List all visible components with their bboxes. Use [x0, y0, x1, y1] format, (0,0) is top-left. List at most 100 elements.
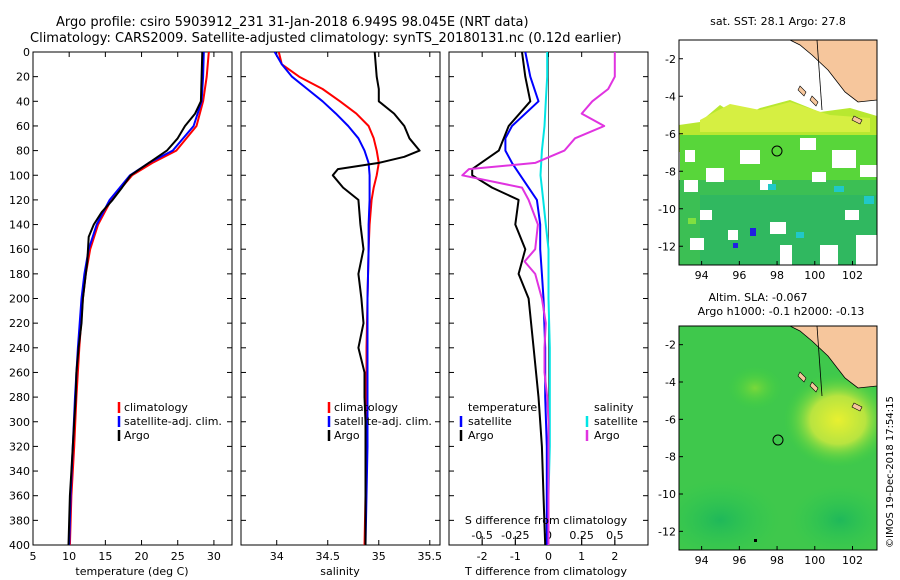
- x-tick-label: 25: [171, 550, 185, 563]
- series-line-satellite-adj-clim-: [273, 52, 371, 545]
- map-y-tick-label: -4: [665, 90, 676, 103]
- x-tick-label: 15: [98, 550, 112, 563]
- x-tick-label: 34: [270, 550, 284, 563]
- x-tick-label: 30: [207, 550, 221, 563]
- sla-map-ticks: 94 96 98 100 102 -2 -4 -6 -8 -10 -12: [658, 339, 863, 567]
- x-tick-label: -2: [477, 550, 488, 563]
- y-tick-label: 80: [16, 145, 30, 158]
- difference-xlabel-top: S difference from climatology: [465, 514, 628, 527]
- map-y-tick-label: -6: [665, 413, 676, 426]
- x-tick-label: 34.5: [315, 550, 340, 563]
- copyright-stamp: ©IMOS 19-Dec-2018 17:54:15: [885, 396, 896, 548]
- map-y-tick-label: -12: [658, 240, 676, 253]
- x-top-tick-label: -0.25: [501, 529, 529, 542]
- x-tick-label: 0: [545, 550, 552, 563]
- sst-map-ticks: 94 96 98 100 102 -2 -4 -6 -8 -10 -12: [658, 53, 863, 282]
- y-tick-label: 40: [16, 95, 30, 108]
- legend-label-t-argo: Argo: [468, 429, 494, 442]
- title-line-2: Climatology: CARS2009. Satellite-adjuste…: [30, 31, 622, 46]
- temperature-plot-frame: [32, 51, 233, 546]
- x-top-tick-label: -0.5: [471, 529, 492, 542]
- legend-title-salinity: salinity: [594, 401, 634, 414]
- title-line-1: Argo profile: csiro 5903912_231 31-Jan-2…: [56, 15, 529, 30]
- temperature-legend: climatology satellite-adj. clim. Argo: [117, 401, 222, 442]
- map-y-tick-label: -12: [658, 525, 676, 538]
- x-tick-label: 5: [30, 550, 37, 563]
- x-tick-label: 1: [578, 550, 585, 563]
- map-x-tick-label: 94: [695, 554, 709, 567]
- y-tick-label: 240: [9, 342, 30, 355]
- sst-map-title: sat. SST: 28.1 Argo: 27.8: [710, 15, 846, 28]
- y-tick-label: 100: [9, 169, 30, 182]
- map-y-tick-label: -10: [658, 203, 676, 216]
- x-tick-label: 10: [62, 550, 76, 563]
- y-tick-label: 360: [9, 490, 30, 503]
- temperature-xlabel: temperature (deg C): [75, 565, 188, 578]
- legend-label-s-satellite: satellite: [594, 415, 638, 428]
- map-y-tick-label: -6: [665, 128, 676, 141]
- x-tick-label: 2: [611, 550, 618, 563]
- y-tick-label: 0: [23, 46, 30, 59]
- y-tick-label: 320: [9, 440, 30, 453]
- map-x-tick-label: 96: [732, 554, 746, 567]
- y-tick-label: 200: [9, 293, 30, 306]
- salinity-plot-frame: [240, 51, 441, 546]
- legend-label-argo: Argo: [334, 429, 360, 442]
- series-line-argo: [331, 52, 421, 545]
- series-line-t-argo: [471, 52, 547, 545]
- y-tick-label: 380: [9, 514, 30, 527]
- x-tick-label: 35.5: [418, 550, 443, 563]
- series-line-satellite-adj-clim-: [68, 52, 205, 545]
- temperature-panel: 0 20 40 60 80 100 120 140 160 180 200 220 240 260 280 3…: [9, 46, 233, 578]
- salinity-panel: 34 34.5 35 35.5 salinity climatology satell…: [240, 51, 443, 578]
- difference-ticks: -2 -1 0 1 2-0.5 -0.25 0 0.25 0.5: [449, 51, 648, 563]
- sla-map-field: [679, 326, 877, 550]
- legend-title-temperature: temperature: [468, 401, 537, 414]
- series-line-t-satellite: [504, 52, 548, 545]
- legend-label-climatology: climatology: [124, 401, 188, 414]
- legend-label-s-argo: Argo: [594, 429, 620, 442]
- sst-map-panel: sat. SST: 28.1 Argo: 27.8: [658, 15, 878, 282]
- sla-map-title-2: Argo h1000: -0.1 h2000: -0.13: [698, 305, 865, 318]
- map-x-tick-label: 94: [695, 269, 709, 282]
- y-tick-label: 280: [9, 391, 30, 404]
- map-x-tick-label: 98: [770, 269, 784, 282]
- series-line-s-satellite: [539, 52, 551, 545]
- y-tick-label: 160: [9, 243, 30, 256]
- map-x-tick-label: 102: [842, 269, 863, 282]
- salinity-legend: climatology satellite-adj. clim. Argo: [327, 401, 432, 442]
- salinity-ticks: 34 34.5 35 35.5: [241, 51, 443, 563]
- sst-map-field: [679, 40, 877, 265]
- x-tick-label: -1: [510, 550, 521, 563]
- sla-map-frame: [678, 325, 878, 551]
- series-line-argo: [67, 52, 204, 545]
- map-x-tick-label: 98: [770, 554, 784, 567]
- map-y-tick-label: -8: [665, 165, 676, 178]
- legend-label-satellite: satellite-adj. clim.: [334, 415, 432, 428]
- legend-label-satellite: satellite-adj. clim.: [124, 415, 222, 428]
- series-line-climatology: [277, 52, 380, 545]
- y-tick-label: 140: [9, 219, 30, 232]
- series-line-climatology: [68, 52, 210, 545]
- sst-argo-marker: [771, 145, 783, 157]
- map-x-tick-label: 100: [804, 269, 825, 282]
- legend-label-climatology: climatology: [334, 401, 398, 414]
- difference-panel: -2 -1 0 1 2-0.5 -0.25 0 0.25 0.5 T difference fr…: [448, 51, 649, 578]
- x-tick-label: 20: [135, 550, 149, 563]
- series-line-s-argo: [461, 52, 616, 545]
- difference-xlabel-bottom: T difference from climatology: [464, 565, 627, 578]
- y-tick-label: 260: [9, 366, 30, 379]
- y-tick-label: 220: [9, 317, 30, 330]
- legend-label-argo: Argo: [124, 429, 150, 442]
- salinity-lines: [273, 52, 421, 545]
- x-tick-label: 35: [372, 550, 386, 563]
- y-tick-label: 20: [16, 71, 30, 84]
- map-y-tick-label: -2: [665, 53, 676, 66]
- difference-lines: [461, 52, 616, 545]
- difference-legend: temperature satellite Argo salinity sate…: [459, 401, 638, 442]
- map-y-tick-label: -2: [665, 339, 676, 352]
- sla-argo-marker: [772, 434, 784, 446]
- sst-map-frame: [678, 39, 878, 266]
- y-tick-label: 400: [9, 539, 30, 552]
